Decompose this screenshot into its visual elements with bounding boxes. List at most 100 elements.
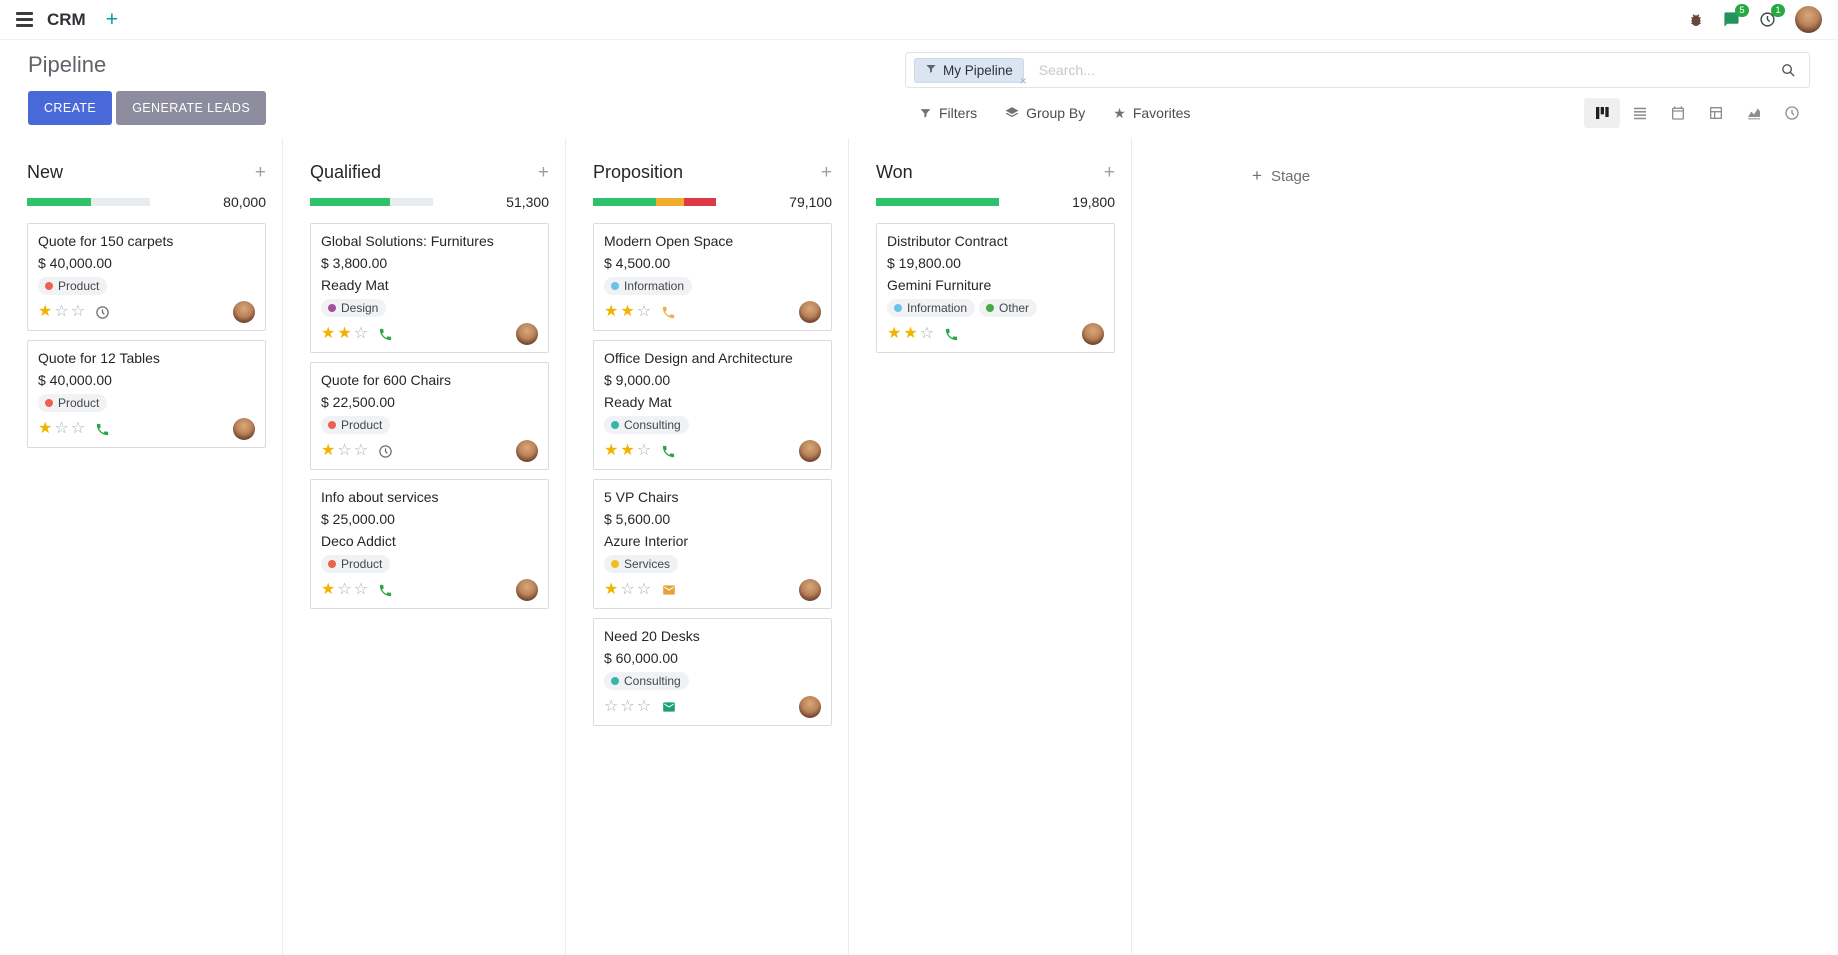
phone-icon[interactable] [944,327,959,342]
column-quick-create-icon[interactable]: + [254,162,266,183]
remove-facet-icon[interactable]: × [1019,74,1027,88]
phone-icon[interactable] [95,422,110,437]
progress-segment[interactable] [593,198,656,206]
avatar [799,579,821,601]
card-partner: Azure Interior [604,533,689,549]
card-title: Need 20 Desks [604,628,700,644]
kanban-card[interactable]: Distributor Contract $ 19,800.00 Gemini … [876,223,1115,353]
card-amount: $ 9,000.00 [604,372,671,388]
tag-label: Consulting [624,673,681,688]
kanban-view-button[interactable] [1584,98,1620,128]
phone-icon[interactable] [661,444,676,459]
kanban-card[interactable]: Quote for 12 Tables $ 40,000.00 Product … [27,340,266,448]
create-button[interactable]: CREATE [28,91,113,125]
messages-icon[interactable]: 5 [1723,4,1749,28]
card-title: Global Solutions: Furnitures [321,233,494,249]
progress-segment[interactable] [27,198,91,206]
priority-stars[interactable]: ★☆☆ [321,581,371,598]
plus-icon[interactable]: + [105,8,118,31]
list-view-button[interactable] [1622,98,1658,128]
card-amount: $ 19,800.00 [887,255,961,271]
kanban-card[interactable]: Info about services $ 25,000.00 Deco Add… [310,479,549,609]
priority-stars[interactable]: ★☆☆ [38,420,88,437]
clock-icon[interactable] [378,444,393,459]
avatar [233,301,255,323]
envelope-icon[interactable] [661,700,677,714]
column-progressbar[interactable] [876,198,999,206]
avatar [799,440,821,462]
debug-bug-icon[interactable] [1688,12,1704,28]
priority-stars[interactable]: ★☆☆ [604,581,654,598]
priority-stars[interactable]: ★★☆ [604,303,654,320]
search-icon[interactable] [1780,62,1797,79]
app-name[interactable]: CRM [47,9,86,29]
progress-segment[interactable] [310,198,390,206]
apps-menu-icon[interactable] [16,12,33,27]
tag: Consulting [604,672,689,690]
progress-segment[interactable] [684,198,716,206]
tag-color-dot [45,281,53,290]
column-progressbar[interactable] [27,198,150,206]
add-stage-area: + Stage [1132,138,1310,955]
phone-icon[interactable] [378,583,393,598]
kanban-board: New + 80,000 Quote for 150 carpets $ 40,… [0,138,1838,955]
search-facet[interactable]: My Pipeline [914,57,1024,83]
group-by-menu[interactable]: Group By [1005,105,1085,122]
column-title: New [27,162,64,182]
kanban-card[interactable]: Quote for 600 Chairs $ 22,500.00 Product… [310,362,549,470]
generate-leads-button[interactable]: GENERATE LEADS [116,91,267,125]
facet-label: My Pipeline [943,62,1013,78]
column-progressbar[interactable] [593,198,716,206]
avatar [516,323,538,345]
kanban-card[interactable]: Quote for 150 carpets $ 40,000.00 Produc… [27,223,266,331]
card-title: Quote for 600 Chairs [321,372,451,388]
kanban-card[interactable]: 5 VP Chairs $ 5,600.00 Azure Interior Se… [593,479,832,609]
column-quick-create-icon[interactable]: + [820,162,832,183]
favorites-menu[interactable]: ★ Favorites [1113,104,1191,122]
tag: Consulting [604,416,689,434]
kanban-column-won: Won + 19,800 Distributor Contract $ 19,8… [849,138,1132,955]
kanban-card[interactable]: Global Solutions: Furnitures $ 3,800.00 … [310,223,549,353]
add-stage-button[interactable]: + Stage [1252,166,1311,185]
priority-stars[interactable]: ★★☆ [321,325,371,342]
graph-view-button[interactable] [1736,98,1772,128]
column-progressbar[interactable] [310,198,433,206]
tag: Services [604,555,679,573]
priority-stars[interactable]: ★☆☆ [321,442,371,459]
search-input[interactable] [1030,62,1780,78]
card-amount: $ 40,000.00 [38,255,112,271]
avatar [799,301,821,323]
kanban-card[interactable]: Modern Open Space $ 4,500.00 Information… [593,223,832,331]
card-amount: $ 40,000.00 [38,372,112,388]
tag-color-dot [328,303,336,312]
card-partner: Gemini Furniture [887,277,992,293]
filters-menu[interactable]: Filters [919,105,977,122]
envelope-icon[interactable] [661,583,677,597]
progress-segment[interactable] [876,198,999,206]
progress-segment[interactable] [655,198,684,206]
pivot-view-button[interactable] [1698,98,1734,128]
priority-stars[interactable]: ★☆☆ [38,303,88,320]
tag: Other [979,299,1038,317]
plus-icon: + [1252,166,1262,185]
calendar-view-button[interactable] [1660,98,1696,128]
tag: Design [321,299,387,317]
column-quick-create-icon[interactable]: + [537,162,549,183]
avatar [1082,323,1104,345]
column-quick-create-icon[interactable]: + [1103,162,1115,183]
tag: Information [604,277,693,295]
avatar [516,579,538,601]
phone-icon[interactable] [378,327,393,342]
phone-icon[interactable] [661,305,676,320]
activity-view-button[interactable] [1774,98,1810,128]
top-navbar: CRM + 5 1 [0,0,1838,40]
kanban-card[interactable]: Need 20 Desks $ 60,000.00 Consulting ☆☆☆ [593,618,832,726]
card-amount: $ 4,500.00 [604,255,671,271]
clock-icon[interactable] [95,305,110,320]
user-avatar[interactable] [1795,6,1822,33]
priority-stars[interactable]: ☆☆☆ [604,698,654,715]
kanban-card[interactable]: Office Design and Architecture $ 9,000.0… [593,340,832,470]
priority-stars[interactable]: ★★☆ [604,442,654,459]
priority-stars[interactable]: ★★☆ [887,325,937,342]
activities-clock-icon[interactable]: 1 [1759,4,1785,28]
